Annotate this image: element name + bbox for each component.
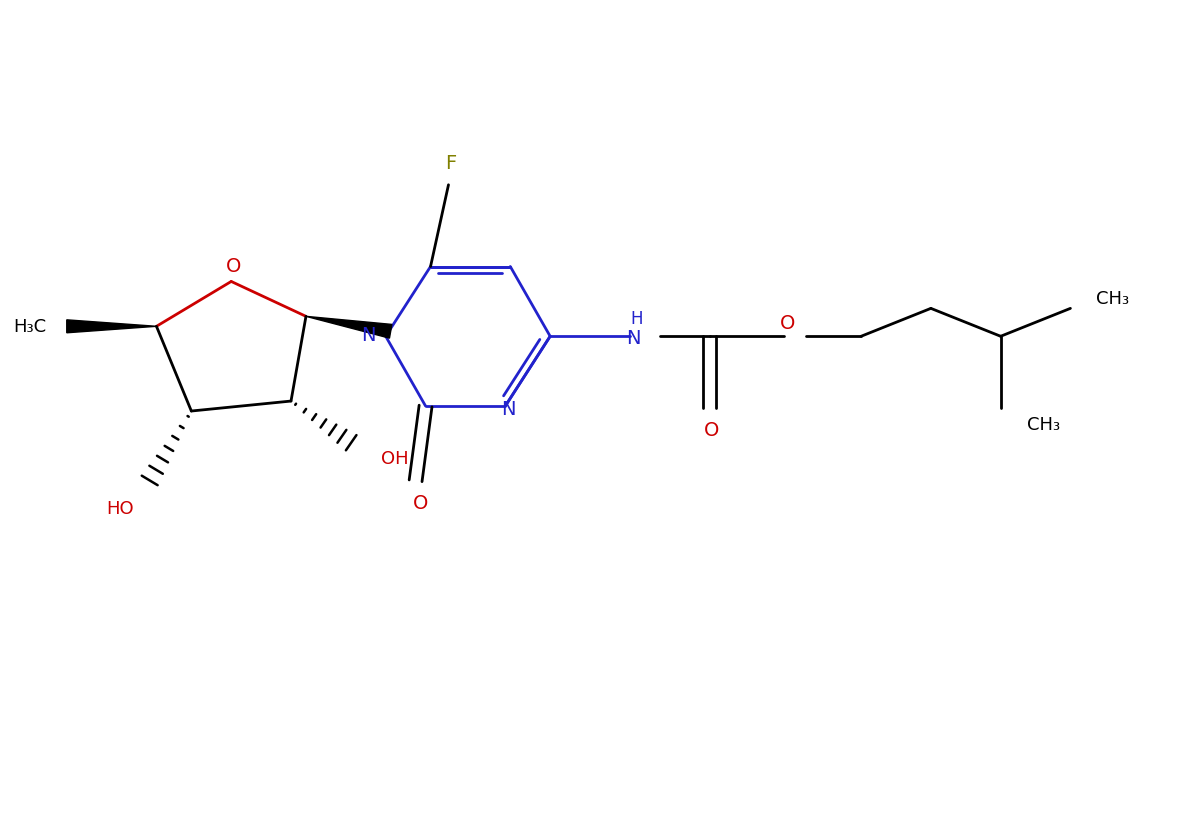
Text: O: O	[779, 314, 795, 333]
Text: N: N	[501, 399, 515, 418]
Polygon shape	[306, 317, 392, 339]
Text: O: O	[226, 257, 240, 276]
Text: N: N	[362, 325, 376, 344]
Text: CH₃: CH₃	[1027, 415, 1059, 433]
Polygon shape	[67, 320, 156, 334]
Text: O: O	[413, 493, 428, 512]
Text: OH: OH	[381, 449, 408, 467]
Text: F: F	[445, 154, 456, 173]
Text: H: H	[631, 310, 643, 328]
Text: CH₃: CH₃	[1096, 290, 1129, 308]
Text: N: N	[627, 329, 641, 347]
Text: HO: HO	[106, 499, 133, 517]
Text: H₃C: H₃C	[14, 318, 46, 336]
Text: O: O	[704, 421, 719, 440]
